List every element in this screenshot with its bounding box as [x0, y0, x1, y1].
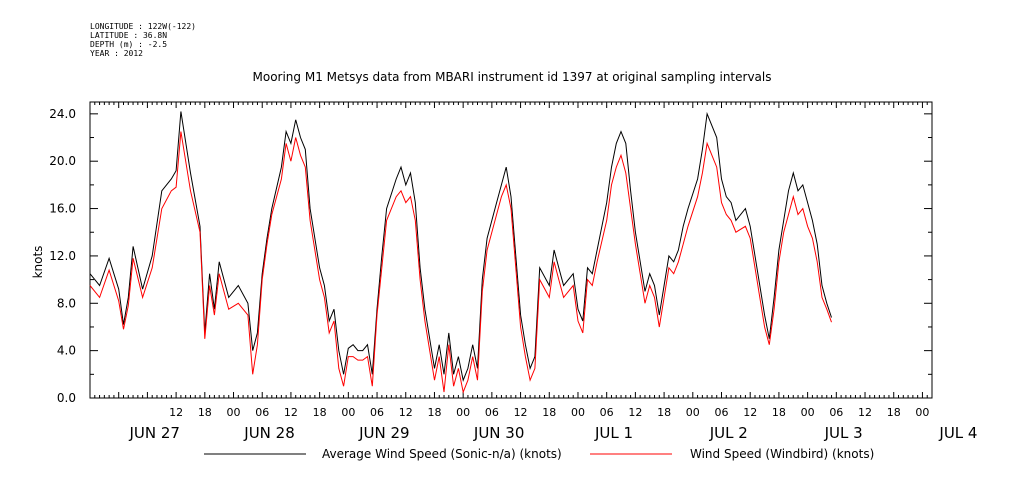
y-tick-label: 16.0 — [49, 202, 76, 216]
axis-ticks: 12 18 00 06 12 18 00 06 12 18 00 06 12 18 00 06 12 18 00 06… — [49, 102, 977, 442]
x-date-label: JUL 1 — [594, 424, 633, 442]
x-hour-tick-label: 18 — [427, 406, 441, 419]
plot-axes — [89, 101, 933, 399]
x-hour-tick-label: 06 — [255, 406, 269, 419]
x-hour-tick-label: 12 — [858, 406, 872, 419]
x-hour-tick-label: 06 — [370, 406, 384, 419]
legend-label-sonic: Average Wind Speed (Sonic-n/a) (knots) — [322, 447, 562, 461]
x-hour-tick-label: 12 — [399, 406, 413, 419]
x-hour-tick-label: 12 — [743, 406, 757, 419]
x-hour-tick-label: 18 — [542, 406, 556, 419]
x-date-label: JUN 28 — [243, 424, 294, 442]
x-hour-tick-label: 00 — [456, 406, 470, 419]
x-hour-tick-label: 18 — [772, 406, 786, 419]
legend-label-windbird: Wind Speed (Windbird) (knots) — [690, 447, 874, 461]
x-date-label: JUL 2 — [709, 424, 748, 442]
x-hour-tick-label: 12 — [169, 406, 183, 419]
y-tick-label: 8.0 — [57, 296, 76, 310]
x-hour-tick-label: 12 — [514, 406, 528, 419]
latitude-label: LATITUDE : 36.8N — [90, 31, 168, 40]
x-hour-tick-label: 12 — [628, 406, 642, 419]
x-hour-tick-label: 00 — [686, 406, 700, 419]
x-hour-tick-label: 18 — [657, 406, 671, 419]
y-tick-label: 0.0 — [57, 391, 76, 405]
series-line-windbird — [89, 131, 832, 394]
x-hour-tick-label: 18 — [198, 406, 212, 419]
x-hour-tick-label: 00 — [227, 406, 241, 419]
x-hour-tick-label: 00 — [341, 406, 355, 419]
x-hour-tick-label: 00 — [801, 406, 815, 419]
x-hour-tick-label: 06 — [485, 406, 499, 419]
longitude-label: LONGITUDE : 122W(-122) — [90, 22, 196, 31]
x-date-label: JUL 4 — [938, 424, 977, 442]
x-date-label: JUN 30 — [473, 424, 524, 442]
x-hour-tick-label: 06 — [600, 406, 614, 419]
x-hour-tick-label: 18 — [313, 406, 327, 419]
x-hour-tick-label: 12 — [284, 406, 298, 419]
depth-label: DEPTH (m) : -2.5 — [90, 40, 168, 49]
x-hour-tick-label: 18 — [887, 406, 901, 419]
x-hour-tick-label: 00 — [571, 406, 585, 419]
legend: Average Wind Speed (Sonic-n/a) (knots) W… — [204, 447, 874, 461]
chart-title: Mooring M1 Metsys data from MBARI instru… — [253, 70, 772, 84]
x-date-label: JUN 27 — [128, 424, 179, 442]
y-tick-label: 24.0 — [49, 107, 76, 121]
x-date-label: JUN 29 — [358, 424, 409, 442]
x-hour-tick-label: 06 — [829, 406, 843, 419]
series-line-sonic — [89, 111, 832, 382]
series-lines — [89, 111, 832, 394]
x-hour-tick-label: 00 — [915, 406, 929, 419]
x-date-label: JUL 3 — [824, 424, 863, 442]
year-label: YEAR : 2012 — [90, 49, 143, 58]
y-tick-label: 20.0 — [49, 154, 76, 168]
mooring-metadata: LONGITUDE : 122W(-122) LATITUDE : 36.8N … — [90, 22, 196, 58]
x-hour-tick-label: 06 — [715, 406, 729, 419]
y-axis-label: knots — [31, 246, 45, 279]
y-tick-label: 4.0 — [57, 344, 76, 358]
y-tick-label: 12.0 — [49, 249, 76, 263]
plot-frame — [89, 101, 933, 399]
